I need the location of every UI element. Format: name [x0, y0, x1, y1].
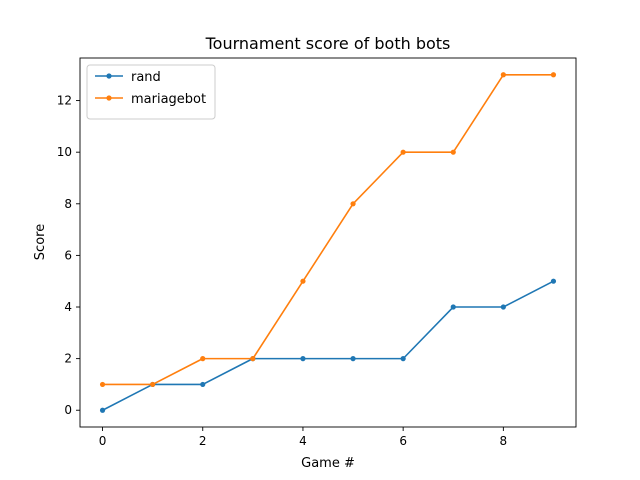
data-point-rand [450, 304, 456, 310]
legend-box [86, 64, 216, 120]
x-tick-label: 4 [299, 434, 307, 448]
y-tick-label: 2 [64, 352, 72, 366]
y-tick-label: 0 [64, 403, 72, 417]
x-tick-label: 6 [399, 434, 407, 448]
data-point-mariagebot [250, 356, 256, 362]
y-tick-label: 4 [64, 300, 72, 314]
legend-label-rand: rand [131, 70, 161, 85]
data-point-mariagebot [450, 149, 456, 155]
data-point-mariagebot [200, 356, 206, 362]
legend: rand mariagebot [86, 64, 216, 120]
data-point-mariagebot [500, 72, 506, 78]
y-tick-label: 6 [64, 248, 72, 262]
plot-area: 0 2 4 6 8 0 2 4 6 8 10 12 [57, 57, 577, 448]
data-point-rand [99, 407, 106, 413]
data-point-rand [550, 278, 557, 284]
data-point-mariagebot [150, 381, 156, 388]
data-point-mariagebot [350, 201, 356, 207]
data-point-rand [300, 356, 306, 362]
x-axis-label: Game # [301, 456, 355, 471]
legend-marker-mariagebot [106, 95, 112, 101]
data-point-mariagebot [400, 149, 406, 155]
x-tick-label: 2 [199, 434, 207, 448]
legend-marker-rand [106, 73, 112, 79]
chart-title: Tournament score of both bots [205, 34, 451, 53]
data-point-rand [400, 356, 406, 362]
axes-frame [79, 57, 577, 428]
data-point-rand [200, 381, 206, 388]
y-tick-label: 8 [64, 197, 72, 211]
y-axis-label: Score [33, 224, 48, 260]
series-line-mariagebot [102, 73, 554, 386]
data-point-rand [500, 304, 506, 310]
data-point-mariagebot [300, 278, 306, 284]
y-tick-label: 12 [57, 94, 72, 108]
legend-label-mariagebot: mariagebot [131, 92, 206, 107]
data-point-rand [350, 356, 356, 362]
series-line-rand [102, 280, 554, 411]
y-tick-label: 10 [57, 145, 72, 159]
data-point-mariagebot [99, 381, 106, 388]
data-point-mariagebot [550, 72, 557, 78]
x-tick-label: 0 [99, 434, 107, 448]
x-tick-label: 8 [500, 434, 508, 448]
